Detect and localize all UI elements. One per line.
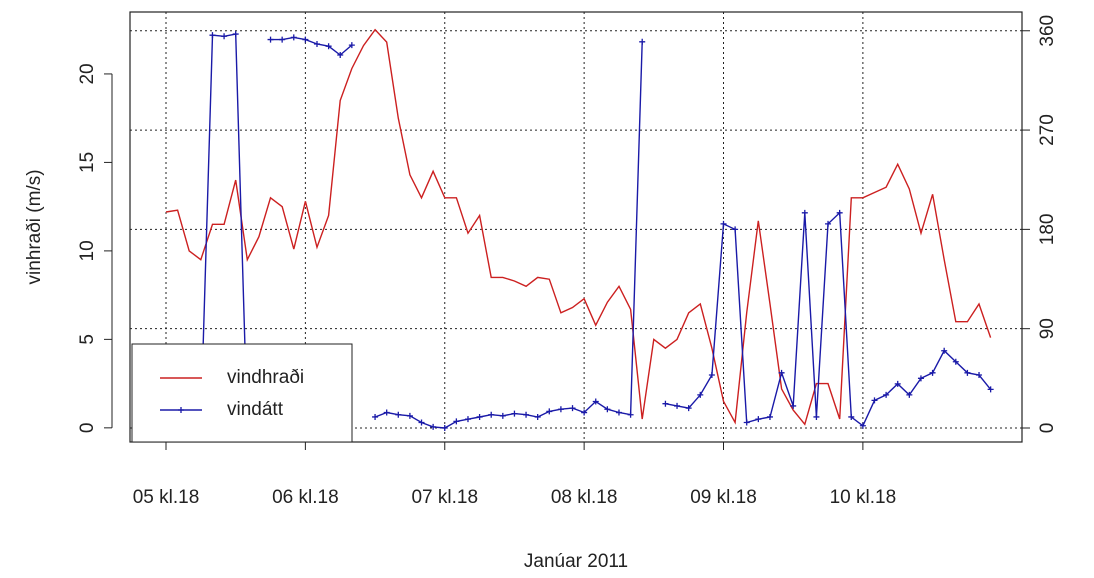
point-marker	[581, 409, 588, 416]
legend-marker	[178, 407, 184, 413]
point-marker	[813, 413, 820, 420]
point-marker	[929, 369, 936, 376]
point-marker	[674, 402, 681, 409]
y-tick-label: 15	[77, 152, 98, 173]
point-marker	[290, 34, 297, 41]
point-marker	[441, 424, 448, 431]
point-marker	[569, 405, 576, 412]
x-tick-label: 05 kl.18	[133, 487, 200, 508]
point-marker	[325, 43, 332, 50]
point-marker	[790, 402, 797, 409]
point-marker	[708, 372, 715, 379]
point-marker	[615, 409, 622, 416]
point-marker	[430, 423, 437, 430]
point-marker	[302, 36, 309, 43]
point-marker	[685, 405, 692, 412]
point-marker	[906, 391, 913, 398]
point-marker	[825, 220, 832, 227]
point-marker	[976, 372, 983, 379]
x-tick-label: 10 kl.18	[830, 487, 897, 508]
point-marker	[755, 416, 762, 423]
y-tick-label: 10	[77, 240, 98, 261]
x-tick-label: 09 kl.18	[690, 487, 757, 508]
y-tick-label: 20	[77, 63, 98, 84]
point-marker	[488, 411, 495, 418]
point-marker	[395, 411, 402, 418]
point-marker	[732, 226, 739, 233]
point-marker	[313, 40, 320, 47]
point-marker	[221, 33, 228, 40]
x-tick-label: 07 kl.18	[411, 487, 478, 508]
x-axis-label: Janúar 2011	[524, 551, 628, 572]
point-marker	[720, 220, 727, 227]
series-line	[165, 33, 992, 429]
point-marker	[627, 411, 634, 418]
point-marker	[941, 347, 948, 354]
point-marker	[801, 209, 808, 216]
point-marker	[406, 412, 413, 419]
point-marker	[476, 413, 483, 420]
point-marker	[662, 400, 669, 407]
point-marker	[279, 36, 286, 43]
point-marker	[464, 416, 471, 423]
point-marker	[604, 406, 611, 413]
point-marker	[348, 42, 355, 49]
point-marker	[383, 409, 390, 416]
x-tick-label: 08 kl.18	[551, 487, 618, 508]
point-marker	[418, 419, 425, 426]
point-marker	[883, 391, 890, 398]
point-marker	[836, 209, 843, 216]
point-marker	[964, 369, 971, 376]
point-marker	[917, 375, 924, 382]
point-marker	[534, 413, 541, 420]
point-marker	[499, 412, 506, 419]
point-marker	[267, 36, 274, 43]
y2-tick-label: 360	[1037, 15, 1058, 47]
series-line	[165, 28, 992, 426]
point-marker	[639, 38, 646, 45]
point-marker	[209, 32, 216, 39]
point-marker	[894, 380, 901, 387]
y2-tick-label: 270	[1037, 114, 1058, 146]
point-marker	[871, 397, 878, 404]
y-axis-label: vinhraði (m/s)	[24, 169, 45, 284]
y-tick-label: 5	[77, 334, 98, 345]
y-tick-label: 0	[77, 423, 98, 434]
point-marker	[337, 52, 344, 59]
legend-label: vindátt	[227, 399, 284, 420]
point-marker	[372, 413, 379, 420]
point-marker	[232, 31, 239, 38]
point-marker	[592, 398, 599, 405]
point-marker	[743, 419, 750, 426]
point-marker	[697, 391, 704, 398]
y2-tick-label: 180	[1037, 214, 1058, 246]
point-marker	[778, 369, 785, 376]
point-marker	[766, 413, 773, 420]
point-marker	[848, 413, 855, 420]
legend-label: vindhraði	[227, 367, 304, 388]
y2-tick-label: 0	[1037, 423, 1058, 434]
point-marker	[859, 422, 866, 429]
point-marker	[557, 406, 564, 413]
legend-box	[131, 343, 353, 443]
point-marker	[546, 408, 553, 415]
y2-tick-label: 90	[1037, 318, 1058, 339]
x-tick-label: 06 kl.18	[272, 487, 339, 508]
point-marker	[511, 410, 518, 417]
point-marker	[952, 358, 959, 365]
point-marker	[987, 386, 994, 393]
point-marker	[453, 418, 460, 425]
point-marker	[523, 411, 530, 418]
